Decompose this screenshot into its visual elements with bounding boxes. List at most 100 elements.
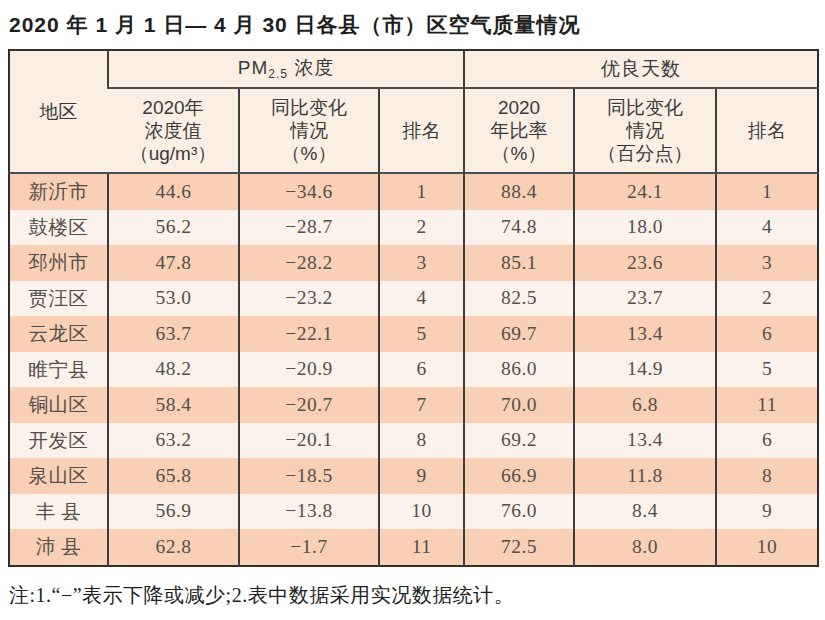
cell-pm_value: 58.4 bbox=[108, 387, 239, 423]
cell-pm_change: −18.5 bbox=[239, 458, 379, 494]
cell-pm_value: 56.2 bbox=[108, 210, 239, 246]
header-good-rank: 排名 bbox=[716, 88, 818, 173]
table-row: 开发区63.2−20.1869.213.46 bbox=[9, 423, 818, 459]
cell-good_change: 14.9 bbox=[574, 352, 716, 388]
pm-label-rest: 浓度 bbox=[288, 57, 334, 78]
cell-good_ratio: 69.2 bbox=[464, 423, 574, 459]
header-sub-row: 2020年 浓度值 （ug/m³） 同比变化 情况 （%） 排名 2020 年比… bbox=[9, 88, 818, 173]
cell-good_rank: 8 bbox=[716, 458, 818, 494]
cell-pm_value: 48.2 bbox=[108, 352, 239, 388]
cell-pm_rank: 9 bbox=[379, 458, 464, 494]
cell-good_ratio: 69.7 bbox=[464, 316, 574, 352]
cell-pm_rank: 4 bbox=[379, 281, 464, 317]
air-quality-table: 地区 PM2.5 浓度 优良天数 2020年 浓度值 （ug/m³） 同比变化 … bbox=[8, 49, 819, 567]
pm-subscript: 2.5 bbox=[268, 67, 288, 81]
cell-pm_rank: 5 bbox=[379, 316, 464, 352]
cell-pm_rank: 11 bbox=[379, 529, 464, 566]
cell-pm_value: 44.6 bbox=[108, 173, 239, 210]
cell-pm_value: 47.8 bbox=[108, 245, 239, 281]
cell-good_rank: 1 bbox=[716, 173, 818, 210]
page-title: 2020 年 1 月 1 日— 4 月 30 日各县（市）区空气质量情况 bbox=[0, 0, 825, 49]
cell-good_ratio: 66.9 bbox=[464, 458, 574, 494]
table-row: 泉山区65.8−18.5966.911.88 bbox=[9, 458, 818, 494]
cell-good_ratio: 74.8 bbox=[464, 210, 574, 246]
cell-good_rank: 6 bbox=[716, 423, 818, 459]
header-group-row: 地区 PM2.5 浓度 优良天数 bbox=[9, 50, 818, 88]
header-good-days-group: 优良天数 bbox=[464, 50, 818, 88]
cell-good_ratio: 70.0 bbox=[464, 387, 574, 423]
cell-region: 泉山区 bbox=[9, 458, 108, 494]
cell-good_change: 24.1 bbox=[574, 173, 716, 210]
cell-region: 贾汪区 bbox=[9, 281, 108, 317]
cell-good_ratio: 86.0 bbox=[464, 352, 574, 388]
cell-good_rank: 6 bbox=[716, 316, 818, 352]
page: 2020 年 1 月 1 日— 4 月 30 日各县（市）区空气质量情况 地区 … bbox=[0, 0, 825, 620]
cell-pm_change: −28.7 bbox=[239, 210, 379, 246]
cell-pm_value: 62.8 bbox=[108, 529, 239, 566]
cell-pm_change: −28.2 bbox=[239, 245, 379, 281]
table-row: 云龙区63.7−22.1569.713.46 bbox=[9, 316, 818, 352]
pm-label: PM bbox=[238, 57, 269, 78]
cell-pm_rank: 3 bbox=[379, 245, 464, 281]
cell-pm_value: 63.2 bbox=[108, 423, 239, 459]
header-pm-value: 2020年 浓度值 （ug/m³） bbox=[108, 88, 239, 173]
cell-pm_value: 56.9 bbox=[108, 494, 239, 530]
cell-good_rank: 9 bbox=[716, 494, 818, 530]
cell-good_change: 11.8 bbox=[574, 458, 716, 494]
cell-pm_rank: 10 bbox=[379, 494, 464, 530]
cell-pm_value: 63.7 bbox=[108, 316, 239, 352]
cell-pm_change: −22.1 bbox=[239, 316, 379, 352]
cell-good_change: 23.7 bbox=[574, 281, 716, 317]
cell-region: 睢宁县 bbox=[9, 352, 108, 388]
cell-region: 新沂市 bbox=[9, 173, 108, 210]
cell-pm_rank: 2 bbox=[379, 210, 464, 246]
table-row: 睢宁县48.2−20.9686.014.95 bbox=[9, 352, 818, 388]
cell-pm_value: 53.0 bbox=[108, 281, 239, 317]
cell-good_rank: 10 bbox=[716, 529, 818, 566]
cell-pm_change: −20.1 bbox=[239, 423, 379, 459]
table-row: 鼓楼区56.2−28.7274.818.04 bbox=[9, 210, 818, 246]
cell-good_ratio: 72.5 bbox=[464, 529, 574, 566]
cell-good_ratio: 76.0 bbox=[464, 494, 574, 530]
cell-good_change: 8.0 bbox=[574, 529, 716, 566]
table-row: 铜山区58.4−20.7770.06.811 bbox=[9, 387, 818, 423]
table-row: 沛 县62.8−1.71172.58.010 bbox=[9, 529, 818, 566]
cell-good_rank: 3 bbox=[716, 245, 818, 281]
cell-region: 鼓楼区 bbox=[9, 210, 108, 246]
cell-good_rank: 11 bbox=[716, 387, 818, 423]
header-pm-rank: 排名 bbox=[379, 88, 464, 173]
footnote: 注:1.“−”表示下降或减少;2.表中数据采用实况数据统计。 bbox=[0, 567, 825, 609]
cell-pm_rank: 6 bbox=[379, 352, 464, 388]
header-good-change: 同比变化 情况 （百分点） bbox=[574, 88, 716, 173]
cell-pm_change: −20.9 bbox=[239, 352, 379, 388]
cell-pm_change: −13.8 bbox=[239, 494, 379, 530]
cell-good_change: 18.0 bbox=[574, 210, 716, 246]
table-row: 贾汪区53.0−23.2482.523.72 bbox=[9, 281, 818, 317]
cell-region: 邳州市 bbox=[9, 245, 108, 281]
cell-good_ratio: 88.4 bbox=[464, 173, 574, 210]
cell-good_change: 23.6 bbox=[574, 245, 716, 281]
cell-region: 铜山区 bbox=[9, 387, 108, 423]
cell-good_change: 8.4 bbox=[574, 494, 716, 530]
header-pm25-group: PM2.5 浓度 bbox=[108, 50, 464, 88]
cell-good_rank: 4 bbox=[716, 210, 818, 246]
cell-pm_change: −23.2 bbox=[239, 281, 379, 317]
cell-region: 沛 县 bbox=[9, 529, 108, 566]
cell-good_change: 13.4 bbox=[574, 316, 716, 352]
cell-pm_rank: 7 bbox=[379, 387, 464, 423]
table-row: 邳州市47.8−28.2385.123.63 bbox=[9, 245, 818, 281]
cell-good_change: 13.4 bbox=[574, 423, 716, 459]
cell-good_ratio: 85.1 bbox=[464, 245, 574, 281]
cell-pm_change: −34.6 bbox=[239, 173, 379, 210]
cell-pm_rank: 8 bbox=[379, 423, 464, 459]
cell-region: 开发区 bbox=[9, 423, 108, 459]
table-body: 新沂市44.6−34.6188.424.11鼓楼区56.2−28.7274.81… bbox=[9, 173, 818, 566]
cell-good_ratio: 82.5 bbox=[464, 281, 574, 317]
cell-pm_value: 65.8 bbox=[108, 458, 239, 494]
table-row: 新沂市44.6−34.6188.424.11 bbox=[9, 173, 818, 210]
cell-pm_rank: 1 bbox=[379, 173, 464, 210]
cell-pm_change: −20.7 bbox=[239, 387, 379, 423]
cell-good_change: 6.8 bbox=[574, 387, 716, 423]
cell-good_rank: 5 bbox=[716, 352, 818, 388]
header-pm-change: 同比变化 情况 （%） bbox=[239, 88, 379, 173]
